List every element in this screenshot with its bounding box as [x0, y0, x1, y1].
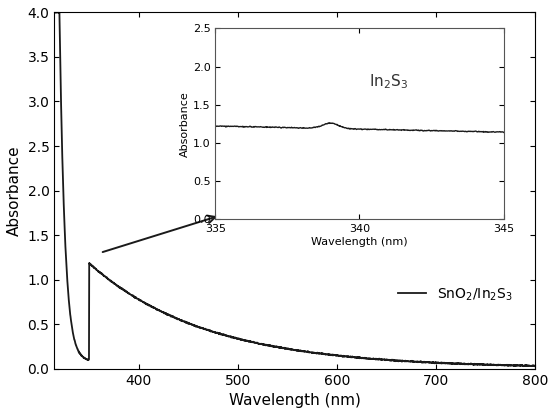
X-axis label: Wavelength (nm): Wavelength (nm): [229, 393, 361, 408]
Legend: SnO$_2$/In$_2$S$_3$: SnO$_2$/In$_2$S$_3$: [392, 281, 518, 308]
Y-axis label: Absorbance: Absorbance: [7, 145, 22, 236]
